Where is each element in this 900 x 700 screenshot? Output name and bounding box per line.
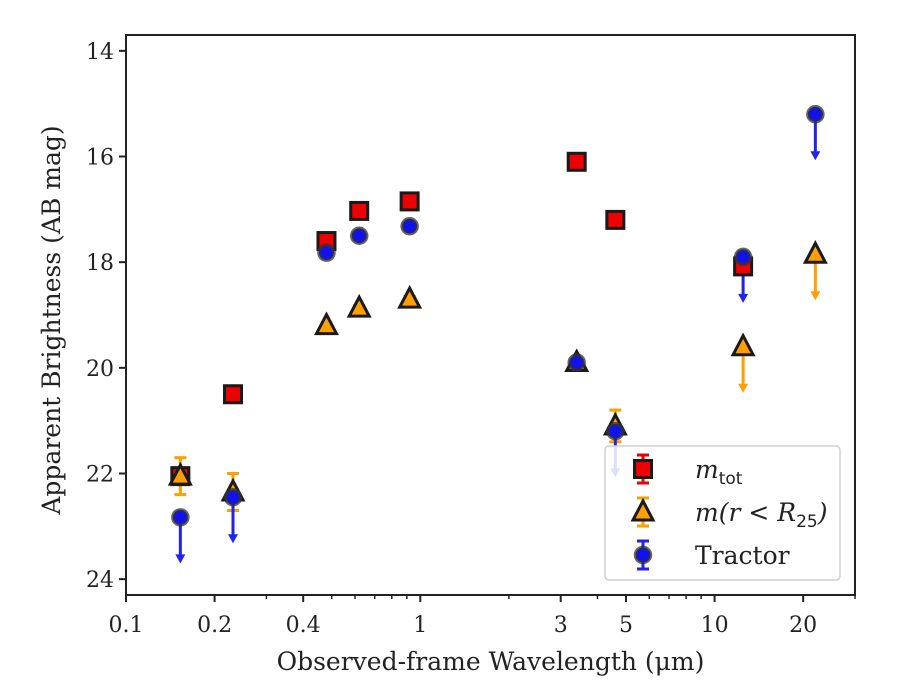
series-3-point-9-limit-head (810, 151, 821, 161)
legend-box (604, 445, 841, 581)
series-1-point-6 (566, 151, 587, 172)
series-3-point-9 (806, 104, 825, 124)
legend-entry-1: mtot (633, 453, 743, 489)
series-3-point-1 (171, 508, 190, 527)
x-tick-label-4: 1 (413, 613, 427, 638)
series-3-point-4 (349, 226, 369, 246)
legend-entry-3-label: Tractor (695, 541, 790, 570)
legend-entry-2-marker (630, 497, 656, 522)
y-tick-label-2: 16 (86, 146, 114, 171)
x-tick-label-2: 0.2 (197, 613, 232, 638)
series-2-point-4 (346, 293, 372, 318)
legend-entry-1-label: mtot (695, 455, 743, 489)
legend-entry-2: m(r < R25) (630, 496, 827, 532)
series-3-point-6 (567, 353, 586, 372)
series-3-point-8-limit-head (738, 293, 749, 303)
legend-entry-3-marker (633, 545, 653, 565)
series-1-point-7 (605, 209, 626, 230)
x-tick-label-7: 10 (701, 613, 729, 638)
x-axis-label: Observed-frame Wavelength (μm) (277, 647, 705, 676)
legend-entry-1-marker (633, 459, 653, 479)
series-2-point-5 (397, 284, 423, 309)
series-3-point-2 (223, 488, 243, 507)
y-axis-label: Apparent Brightness (AB mag) (37, 125, 66, 515)
legend-entry-2-label: m(r < R25) (695, 498, 827, 532)
series-2-point-3 (314, 311, 339, 336)
series-2-point-9-limit-head (810, 291, 821, 301)
legend-entry-3: Tractor (633, 539, 790, 571)
y-tick-label-3: 18 (86, 251, 114, 276)
x-tick-label-1: 0.1 (109, 613, 144, 638)
series-1-point-5 (399, 191, 420, 212)
series-1 (174, 157, 750, 483)
series-3-point-8 (733, 247, 753, 267)
series-3-point-2-limit-head (228, 534, 239, 544)
plot-frame (125, 34, 856, 596)
series-3-point-1-limit-head (175, 554, 186, 564)
series-1-point-2 (223, 384, 244, 405)
y-tick-label-4: 20 (86, 357, 114, 382)
y-tick-label-1: 14 (86, 40, 114, 65)
x-tick-label-8: 20 (789, 613, 817, 638)
series-1-markers (170, 151, 754, 487)
series-3-markers (171, 104, 825, 527)
series-3-point-5 (400, 216, 419, 236)
series-3-point-3 (317, 243, 336, 262)
series-2-point-8-limit-head (738, 383, 749, 393)
x-tick-label-3: 0.4 (286, 613, 321, 638)
series-2-point-1 (167, 461, 193, 486)
x-tick-label-6: 5 (619, 613, 633, 638)
plot-area (167, 104, 828, 564)
axes: 0.1 0.2 0.4 1 3 5 10 20 14 16 18 20 22 24 Observed-fra… (37, 34, 856, 676)
series-1-point-4 (349, 200, 370, 221)
x-tick-label-5: 3 (554, 613, 568, 638)
series-2-point-9 (802, 240, 828, 264)
y-tick-label-5: 22 (86, 462, 114, 487)
legend: mtot m(r < R25) Tractor (604, 445, 841, 581)
y-tick-label-6: 24 (86, 568, 114, 593)
series-2-point-8 (730, 332, 756, 357)
series-3-point-7 (606, 421, 625, 441)
